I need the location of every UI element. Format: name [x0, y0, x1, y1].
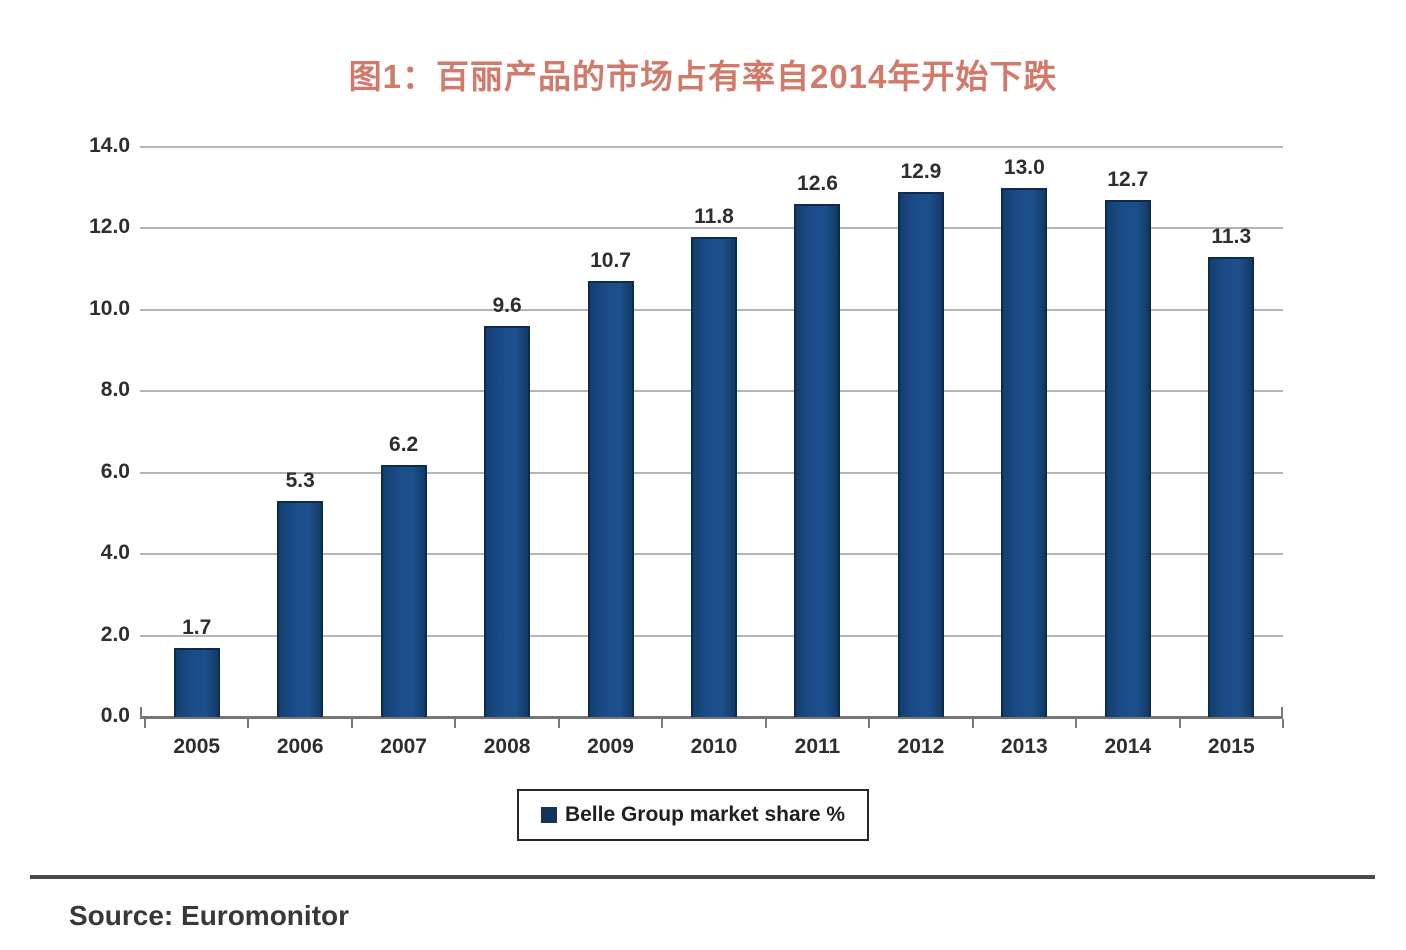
value-label: 11.3: [1211, 224, 1252, 248]
bar: [380, 464, 427, 717]
axis-endcap: [1281, 707, 1283, 717]
y-tick-label: 0.0: [100, 704, 130, 727]
x-tick-label: 2005: [173, 735, 221, 758]
bar: [277, 501, 324, 717]
value-label: 10.7: [590, 249, 631, 273]
x-tick-label: 2008: [483, 735, 531, 758]
bar: [794, 204, 841, 717]
bar: [897, 191, 944, 717]
y-tick-label: 8.0: [100, 378, 130, 402]
x-axis-tick: [144, 719, 146, 728]
bar: [173, 647, 220, 717]
x-tick-label: 2013: [1001, 735, 1048, 758]
x-axis-tick: [1282, 719, 1284, 728]
x-axis-tick: [454, 719, 457, 728]
value-label: 13.0: [1003, 155, 1045, 179]
bar: [1104, 199, 1151, 717]
x-tick-label: 2006: [276, 735, 324, 758]
x-axis-line: [140, 716, 1283, 719]
y-tick-label: 14.0: [89, 134, 130, 157]
source-attribution: Source: Euromonitor: [69, 900, 350, 931]
x-axis-tick: [1178, 719, 1181, 728]
x-axis-tick: [1075, 719, 1078, 728]
x-tick-label: 2011: [794, 735, 841, 758]
chart-title: 图1：百丽产品的市场占有率自2014年开始下跌: [348, 58, 1058, 95]
value-label: 12.7: [1107, 167, 1149, 191]
value-label: 1.7: [182, 615, 212, 639]
legend: Belle Group market share %: [517, 789, 869, 841]
bar: [587, 281, 634, 717]
bar: [484, 326, 531, 717]
x-axis-tick: [764, 719, 767, 728]
x-axis-tick: [557, 719, 560, 728]
x-axis-tick: [868, 719, 871, 728]
value-label: 12.9: [900, 159, 942, 183]
value-label: 6.2: [389, 432, 419, 456]
legend-label: Belle Group market share %: [564, 803, 846, 826]
y-tick-label: 12.0: [89, 215, 130, 239]
legend-marker-icon: [540, 807, 557, 823]
y-tick-label: 6.0: [100, 459, 130, 483]
y-tick-label: 10.0: [89, 296, 130, 320]
y-tick-label: 4.0: [100, 541, 130, 565]
gridline: [140, 146, 1283, 148]
gridline: [140, 227, 1283, 230]
value-label: 9.6: [492, 294, 522, 318]
x-tick-label: 2014: [1104, 735, 1152, 758]
x-tick-label: 2009: [587, 735, 634, 758]
x-axis-tick: [971, 719, 974, 728]
value-label: 11.8: [694, 204, 734, 228]
bar: [1208, 256, 1255, 717]
bar: [1001, 187, 1048, 717]
bar: [691, 236, 737, 717]
x-axis-tick: [247, 719, 250, 728]
value-label: 12.6: [797, 172, 838, 195]
value-label: 5.3: [285, 469, 315, 493]
x-tick-label: 2012: [897, 735, 945, 758]
x-tick-label: 2010: [690, 735, 738, 758]
y-tick-label: 2.0: [100, 622, 130, 646]
axis-endcap: [140, 707, 142, 717]
footer-separator-line: [30, 875, 1375, 879]
x-tick-label: 2015: [1207, 735, 1255, 758]
x-axis-tick: [350, 719, 353, 728]
x-tick-label: 2007: [380, 735, 427, 758]
x-axis-tick: [661, 719, 664, 728]
